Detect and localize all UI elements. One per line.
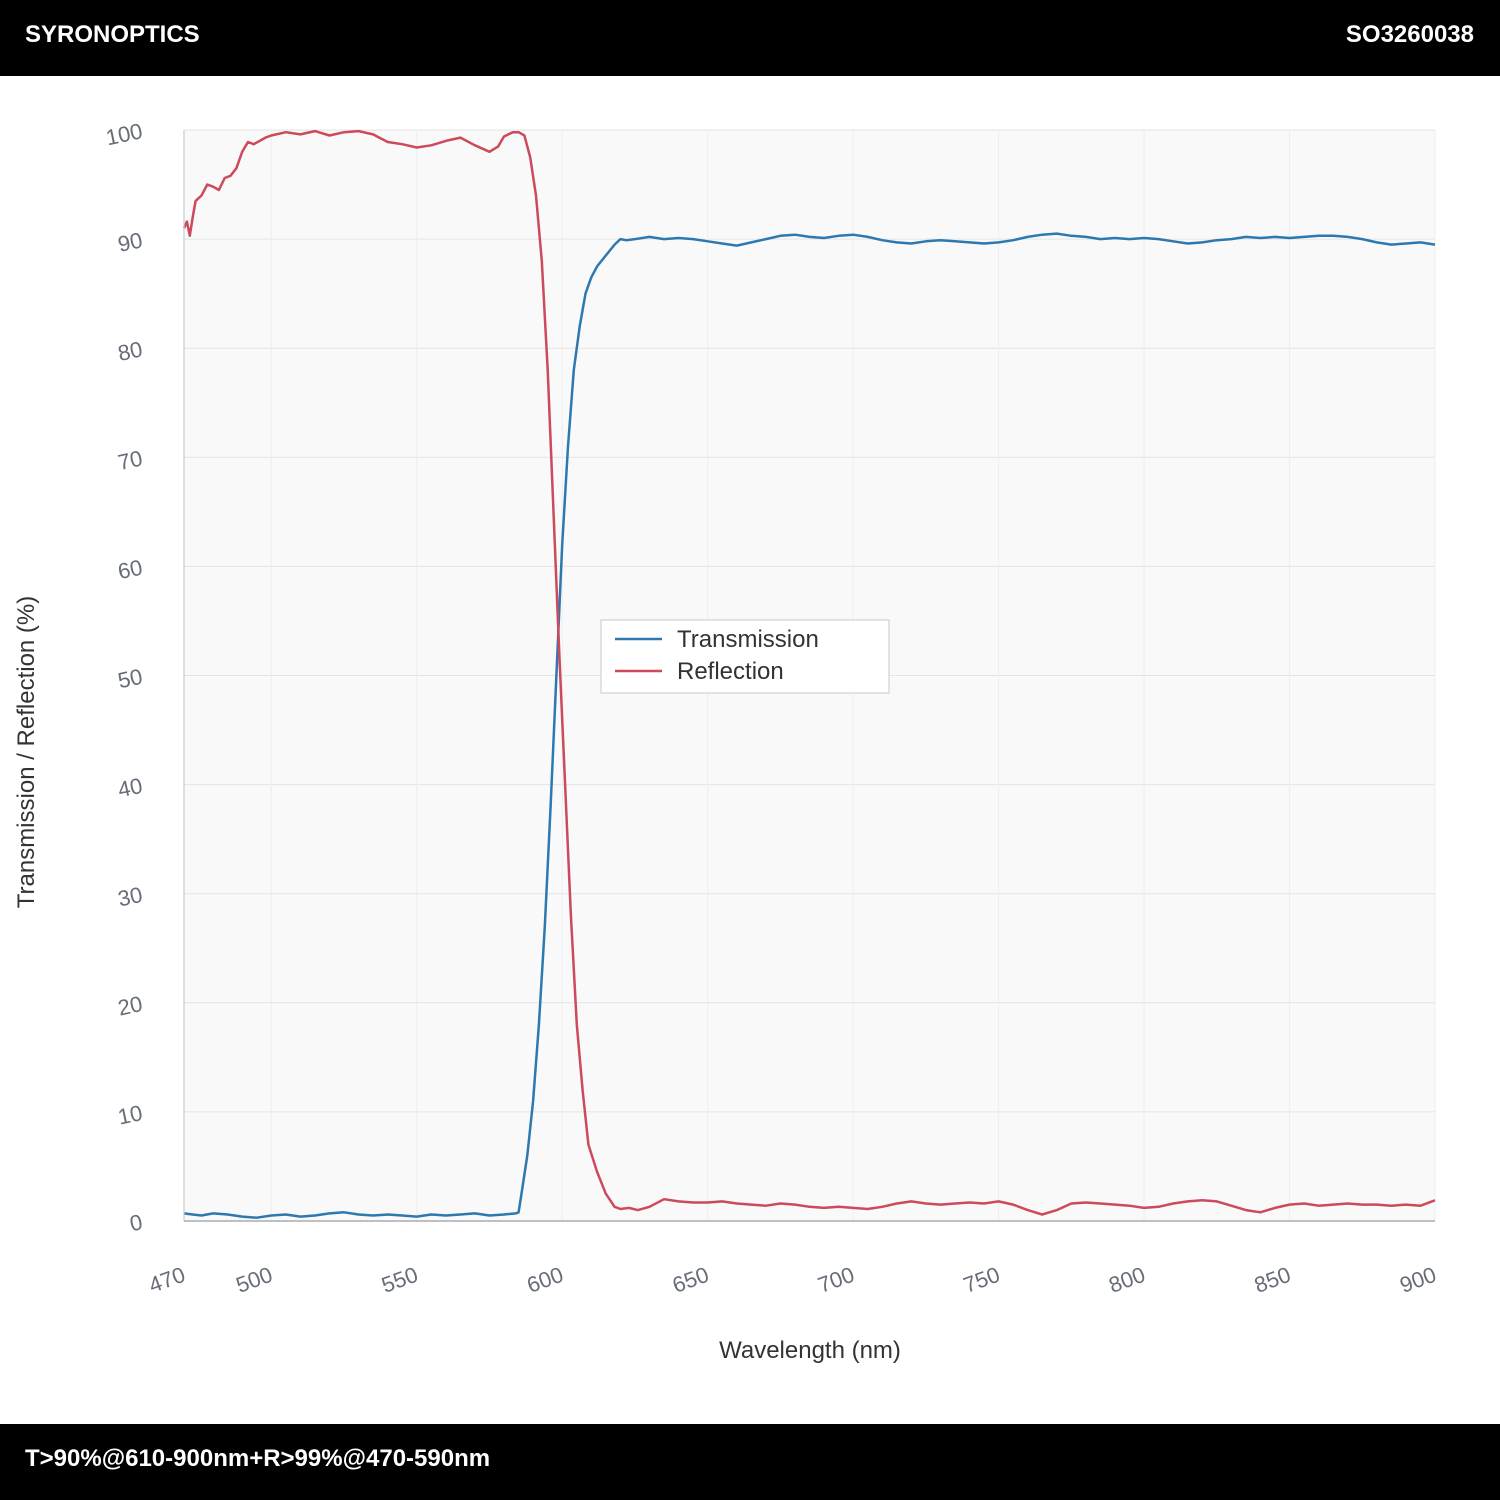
y-tick-label: 90 (116, 227, 145, 257)
y-tick-label: 40 (116, 773, 145, 803)
tick-labels: 0 10 20 30 40 50 60 70 80 90 100 470 500 550 600 650 700… (104, 118, 1440, 1298)
part-number: SO3260038 (1345, 21, 1474, 48)
footer-bar: T>90%@610-900nm+R>99%@470-590nm (0, 1424, 1500, 1500)
series-lines (182, 129, 1436, 1219)
y-tick-label: 60 (116, 555, 145, 585)
x-tick-label: 750 (960, 1262, 1003, 1298)
series-line-reflection (182, 129, 1436, 1216)
header-bar: SYRONOPTICS SO3260038 (0, 0, 1500, 76)
y-tick-label: 0 (128, 1209, 145, 1236)
brand-name: SYRONOPTICS (25, 21, 200, 48)
x-tick-label: 650 (669, 1262, 712, 1298)
x-tick-label: 900 (1396, 1262, 1439, 1298)
legend: Transmission Reflection (600, 619, 890, 694)
spec-summary: T>90%@610-900nm+R>99%@470-590nm (25, 1445, 491, 1472)
y-tick-label: 10 (116, 1100, 145, 1130)
y-tick-label: 20 (116, 991, 145, 1021)
legend-label-transmission: Transmission (677, 626, 819, 653)
x-tick-label: 850 (1251, 1262, 1294, 1298)
y-tick-label: 50 (116, 664, 145, 694)
x-tick-label: 500 (233, 1262, 276, 1298)
x-tick-label: 700 (815, 1262, 858, 1298)
y-axis-title: Transmission / Reflection (%) (13, 596, 40, 909)
axes (183, 130, 1435, 1222)
x-tick-label: 600 (524, 1262, 567, 1298)
x-tick-label: 470 (145, 1262, 188, 1298)
y-tick-label: 100 (104, 118, 145, 150)
spectrum-chart: 0 10 20 30 40 50 60 70 80 90 100 470 500 550 600 650 700… (13, 118, 1440, 1364)
series-line-transmission (183, 232, 1436, 1219)
x-axis-title: Wavelength (nm) (719, 1337, 901, 1364)
y-tick-label: 80 (116, 336, 145, 366)
y-tick-label: 70 (116, 446, 145, 476)
x-tick-label: 800 (1105, 1262, 1148, 1298)
legend-box (600, 619, 890, 694)
legend-label-reflection: Reflection (677, 658, 784, 685)
x-tick-label: 550 (378, 1262, 421, 1298)
y-tick-label: 30 (116, 882, 145, 912)
